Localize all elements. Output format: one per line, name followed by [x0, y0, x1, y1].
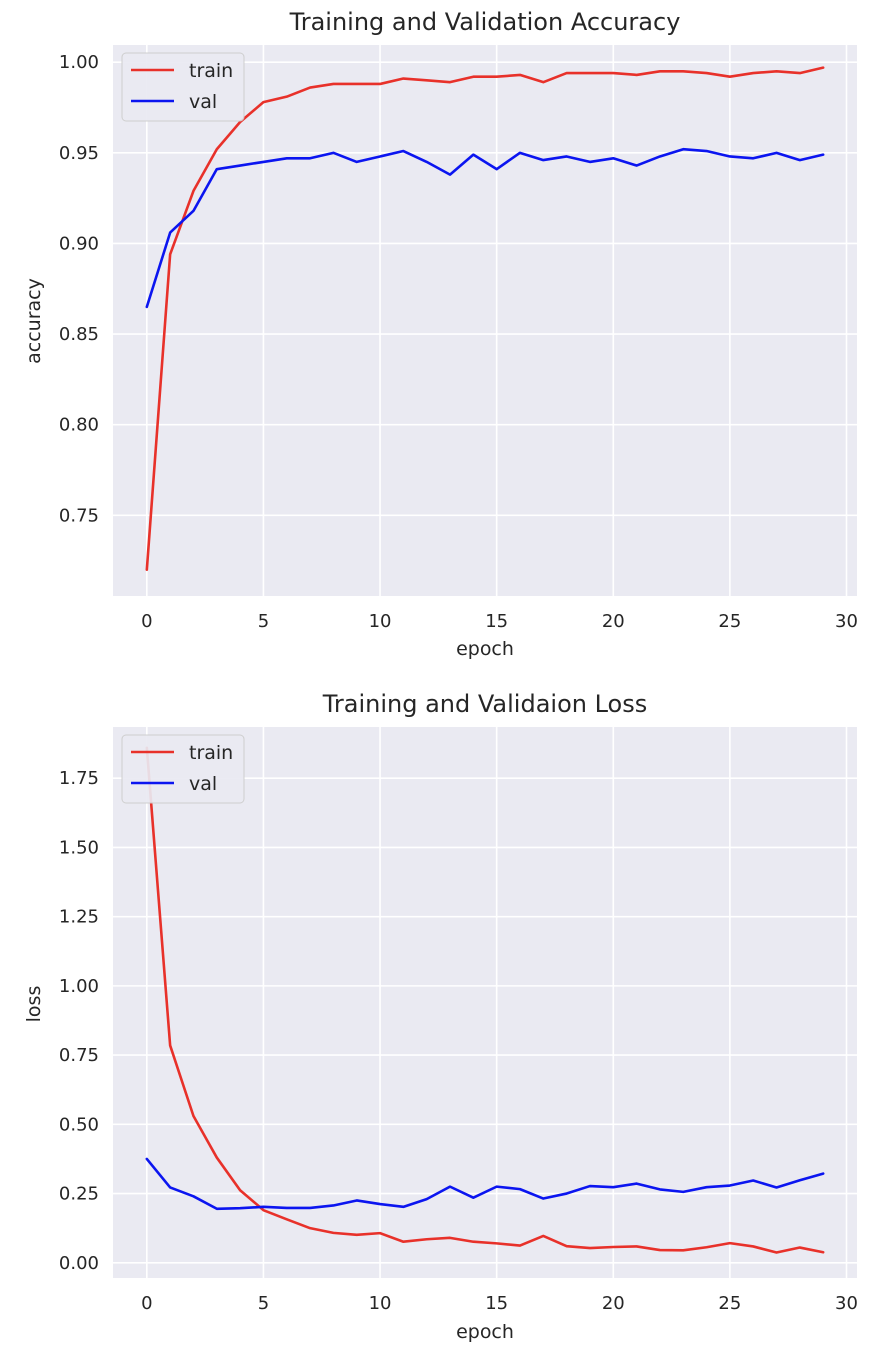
loss-x-axis-label: epoch [456, 1321, 514, 1343]
accuracy-y-tick-label: 0.75 [59, 505, 99, 526]
loss-lines [145, 746, 825, 1254]
accuracy-legend-val-label: val [189, 91, 217, 113]
loss-x-tick-label: 5 [258, 1293, 269, 1314]
accuracy-y-tick-label: 0.80 [59, 415, 99, 436]
accuracy-x-tick-label: 10 [369, 611, 392, 632]
loss-series-val-line [145, 1157, 825, 1211]
accuracy-legend: train val [121, 52, 245, 122]
loss-x-tick-label: 25 [718, 1293, 741, 1314]
accuracy-chart: 0 5 10 15 20 25 30 0.75 0.80 0.85 0.90 0.95 1.00 Tra… [23, 8, 858, 660]
loss-x-tick-label: 30 [835, 1293, 858, 1314]
loss-y-tick-label: 0.25 [59, 1184, 99, 1205]
accuracy-x-tick-label: 0 [141, 611, 152, 632]
accuracy-ticks: 0 5 10 15 20 25 30 0.75 0.80 0.85 0.90 0.95 1.00 [59, 52, 858, 632]
accuracy-legend-train-label: train [189, 60, 233, 82]
loss-x-tick-label: 15 [485, 1293, 508, 1314]
loss-legend-train-label: train [189, 742, 233, 764]
accuracy-x-tick-label: 20 [602, 611, 625, 632]
loss-y-tick-label: 1.50 [59, 837, 99, 858]
loss-legend-val-label: val [189, 773, 217, 795]
accuracy-x-tick-label: 5 [258, 611, 269, 632]
accuracy-series-train-line [145, 66, 825, 572]
loss-x-tick-label: 0 [141, 1293, 152, 1314]
loss-plot-area [113, 727, 857, 1278]
loss-legend: train val [121, 734, 245, 804]
accuracy-plot-area [113, 45, 857, 596]
loss-y-tick-label: 0.50 [59, 1114, 99, 1135]
accuracy-grid [113, 45, 857, 596]
loss-x-tick-label: 20 [602, 1293, 625, 1314]
loss-ticks: 0 5 10 15 20 25 30 0.00 0.25 0.50 0.75 1.00 1.25 1.50… [59, 768, 858, 1314]
loss-y-tick-label: 1.25 [59, 907, 99, 928]
loss-x-tick-label: 10 [369, 1293, 392, 1314]
loss-y-tick-label: 0.00 [59, 1253, 99, 1274]
loss-y-tick-label: 1.75 [59, 768, 99, 789]
accuracy-y-axis-label: accuracy [23, 278, 45, 364]
loss-chart: 0 5 10 15 20 25 30 0.00 0.25 0.50 0.75 1.00 1.25 1.50… [23, 690, 858, 1343]
loss-y-tick-label: 0.75 [59, 1045, 99, 1066]
accuracy-x-tick-label: 30 [835, 611, 858, 632]
accuracy-y-tick-label: 0.85 [59, 324, 99, 345]
loss-chart-title: Training and Validaion Loss [322, 690, 647, 718]
loss-y-axis-label: loss [23, 986, 45, 1023]
accuracy-x-axis-label: epoch [456, 638, 514, 660]
accuracy-chart-title: Training and Validation Accuracy [289, 8, 681, 36]
accuracy-x-tick-label: 15 [485, 611, 508, 632]
accuracy-x-tick-label: 25 [718, 611, 741, 632]
accuracy-y-tick-label: 0.95 [59, 143, 99, 164]
accuracy-y-tick-label: 1.00 [59, 52, 99, 73]
loss-y-tick-label: 1.00 [59, 976, 99, 997]
accuracy-series-val-line [145, 147, 825, 309]
accuracy-y-tick-label: 0.90 [59, 233, 99, 254]
accuracy-lines [145, 66, 825, 572]
